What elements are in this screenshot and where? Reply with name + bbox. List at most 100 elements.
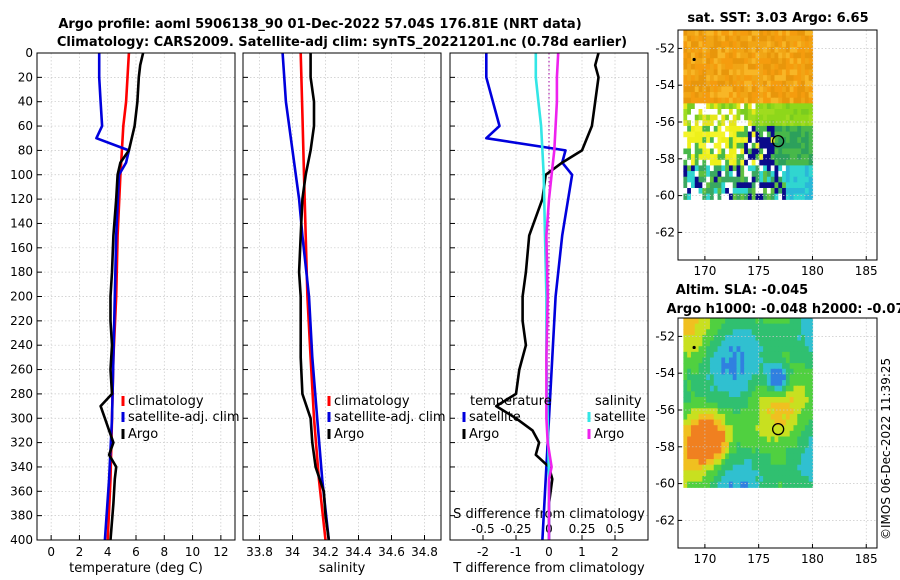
sla-cell xyxy=(747,380,753,387)
sst-cell xyxy=(687,154,692,161)
sst-cell xyxy=(808,46,814,54)
sst-cell xyxy=(694,125,700,133)
sla-cell xyxy=(804,346,810,353)
sla-cell xyxy=(778,481,783,488)
sst-cell xyxy=(694,137,700,144)
sst-cell xyxy=(728,114,734,121)
sst-cell xyxy=(736,92,741,99)
x-tick-label: 2 xyxy=(611,545,619,559)
sst-cell xyxy=(713,30,719,37)
sla-cell xyxy=(755,459,760,466)
sst-cell xyxy=(732,63,738,71)
sla-cell xyxy=(766,340,772,347)
sst-cell xyxy=(778,165,783,172)
sst-cell xyxy=(808,103,814,110)
sst-cell xyxy=(789,114,795,121)
sla-cell xyxy=(702,323,707,330)
sla-cell xyxy=(785,346,791,353)
sla-cell xyxy=(709,346,715,353)
sst-cell xyxy=(713,176,719,183)
sst-cell xyxy=(774,182,779,189)
sla-cell xyxy=(690,351,696,359)
sla-cell xyxy=(706,402,711,409)
sst-cell xyxy=(751,154,757,161)
sla-cell xyxy=(683,430,688,438)
sst-cell xyxy=(785,103,791,110)
sla-cell xyxy=(770,459,776,466)
sst-cell xyxy=(759,171,764,178)
sst-cell xyxy=(778,125,783,133)
sla-cell xyxy=(728,363,734,370)
sst-cell xyxy=(728,58,734,65)
sst-cell xyxy=(706,69,711,76)
sla-cell xyxy=(732,413,738,421)
map-y-tick-label: -60 xyxy=(655,477,675,491)
sst-cell xyxy=(804,187,810,195)
sst-cell xyxy=(706,182,711,189)
sla-cell xyxy=(706,419,711,426)
sla-cell xyxy=(747,453,753,460)
sla-cell xyxy=(785,363,791,370)
plot-frame xyxy=(449,52,649,541)
sla-cell xyxy=(804,425,810,432)
sla-cell xyxy=(789,380,795,387)
sst-cell xyxy=(804,92,810,99)
sla-cell xyxy=(744,413,749,421)
sla-cell xyxy=(717,391,722,398)
sla-cell xyxy=(774,357,779,364)
map-y-tick-label: -52 xyxy=(655,41,675,55)
sla-cell xyxy=(797,447,802,455)
sst-cell xyxy=(732,41,738,48)
sla-cell xyxy=(736,475,741,483)
sla-cell xyxy=(759,329,764,336)
sst-cell xyxy=(687,125,692,133)
sla-cell xyxy=(751,447,757,455)
sst-cell xyxy=(694,35,700,42)
sst-cell xyxy=(801,142,806,150)
sla-cell xyxy=(751,368,757,376)
sst-cell xyxy=(759,92,764,99)
sla-cell xyxy=(744,323,749,330)
sst-cell xyxy=(747,120,753,127)
sst-cell xyxy=(683,80,688,88)
sst-cell xyxy=(808,171,814,178)
sst-cell xyxy=(782,120,787,127)
sst-cell xyxy=(717,92,722,99)
sst-cell xyxy=(763,92,768,99)
sst-cell xyxy=(804,35,810,42)
sla-cell xyxy=(793,442,798,449)
sla-cell xyxy=(804,442,810,449)
sst-cell xyxy=(804,182,810,189)
sla-cell xyxy=(706,329,711,336)
series-line-satellite-adj-clim xyxy=(95,53,131,541)
sla-cell xyxy=(774,475,779,483)
sla-cell xyxy=(808,481,814,488)
sla-cell xyxy=(706,374,711,381)
sst-cell xyxy=(785,137,791,144)
sst-cell xyxy=(763,80,768,88)
sla-cell xyxy=(770,351,776,359)
sla-cell xyxy=(736,442,741,449)
sst-cell xyxy=(789,176,795,183)
sla-cell xyxy=(789,346,795,353)
sla-cell xyxy=(728,453,734,460)
sst-cell xyxy=(793,52,798,59)
sst-cell xyxy=(744,69,749,76)
sst-cell xyxy=(755,58,760,65)
sla-cell xyxy=(728,442,734,449)
sst-cell xyxy=(774,41,779,48)
sst-cell xyxy=(770,193,776,200)
sst-cell xyxy=(683,125,688,133)
sla-cell xyxy=(736,453,741,460)
sst-cell xyxy=(690,103,696,110)
sst-cell xyxy=(698,109,703,116)
sla-cell xyxy=(706,464,711,471)
sst-cell xyxy=(721,176,726,183)
sla-cell xyxy=(728,374,734,381)
x-tick-label: 34.8 xyxy=(411,545,438,559)
sst-cell xyxy=(728,193,734,200)
sla-cell xyxy=(770,430,776,438)
sst-cell xyxy=(763,148,768,155)
sla-cell xyxy=(797,340,802,347)
sla-cell xyxy=(706,318,711,325)
